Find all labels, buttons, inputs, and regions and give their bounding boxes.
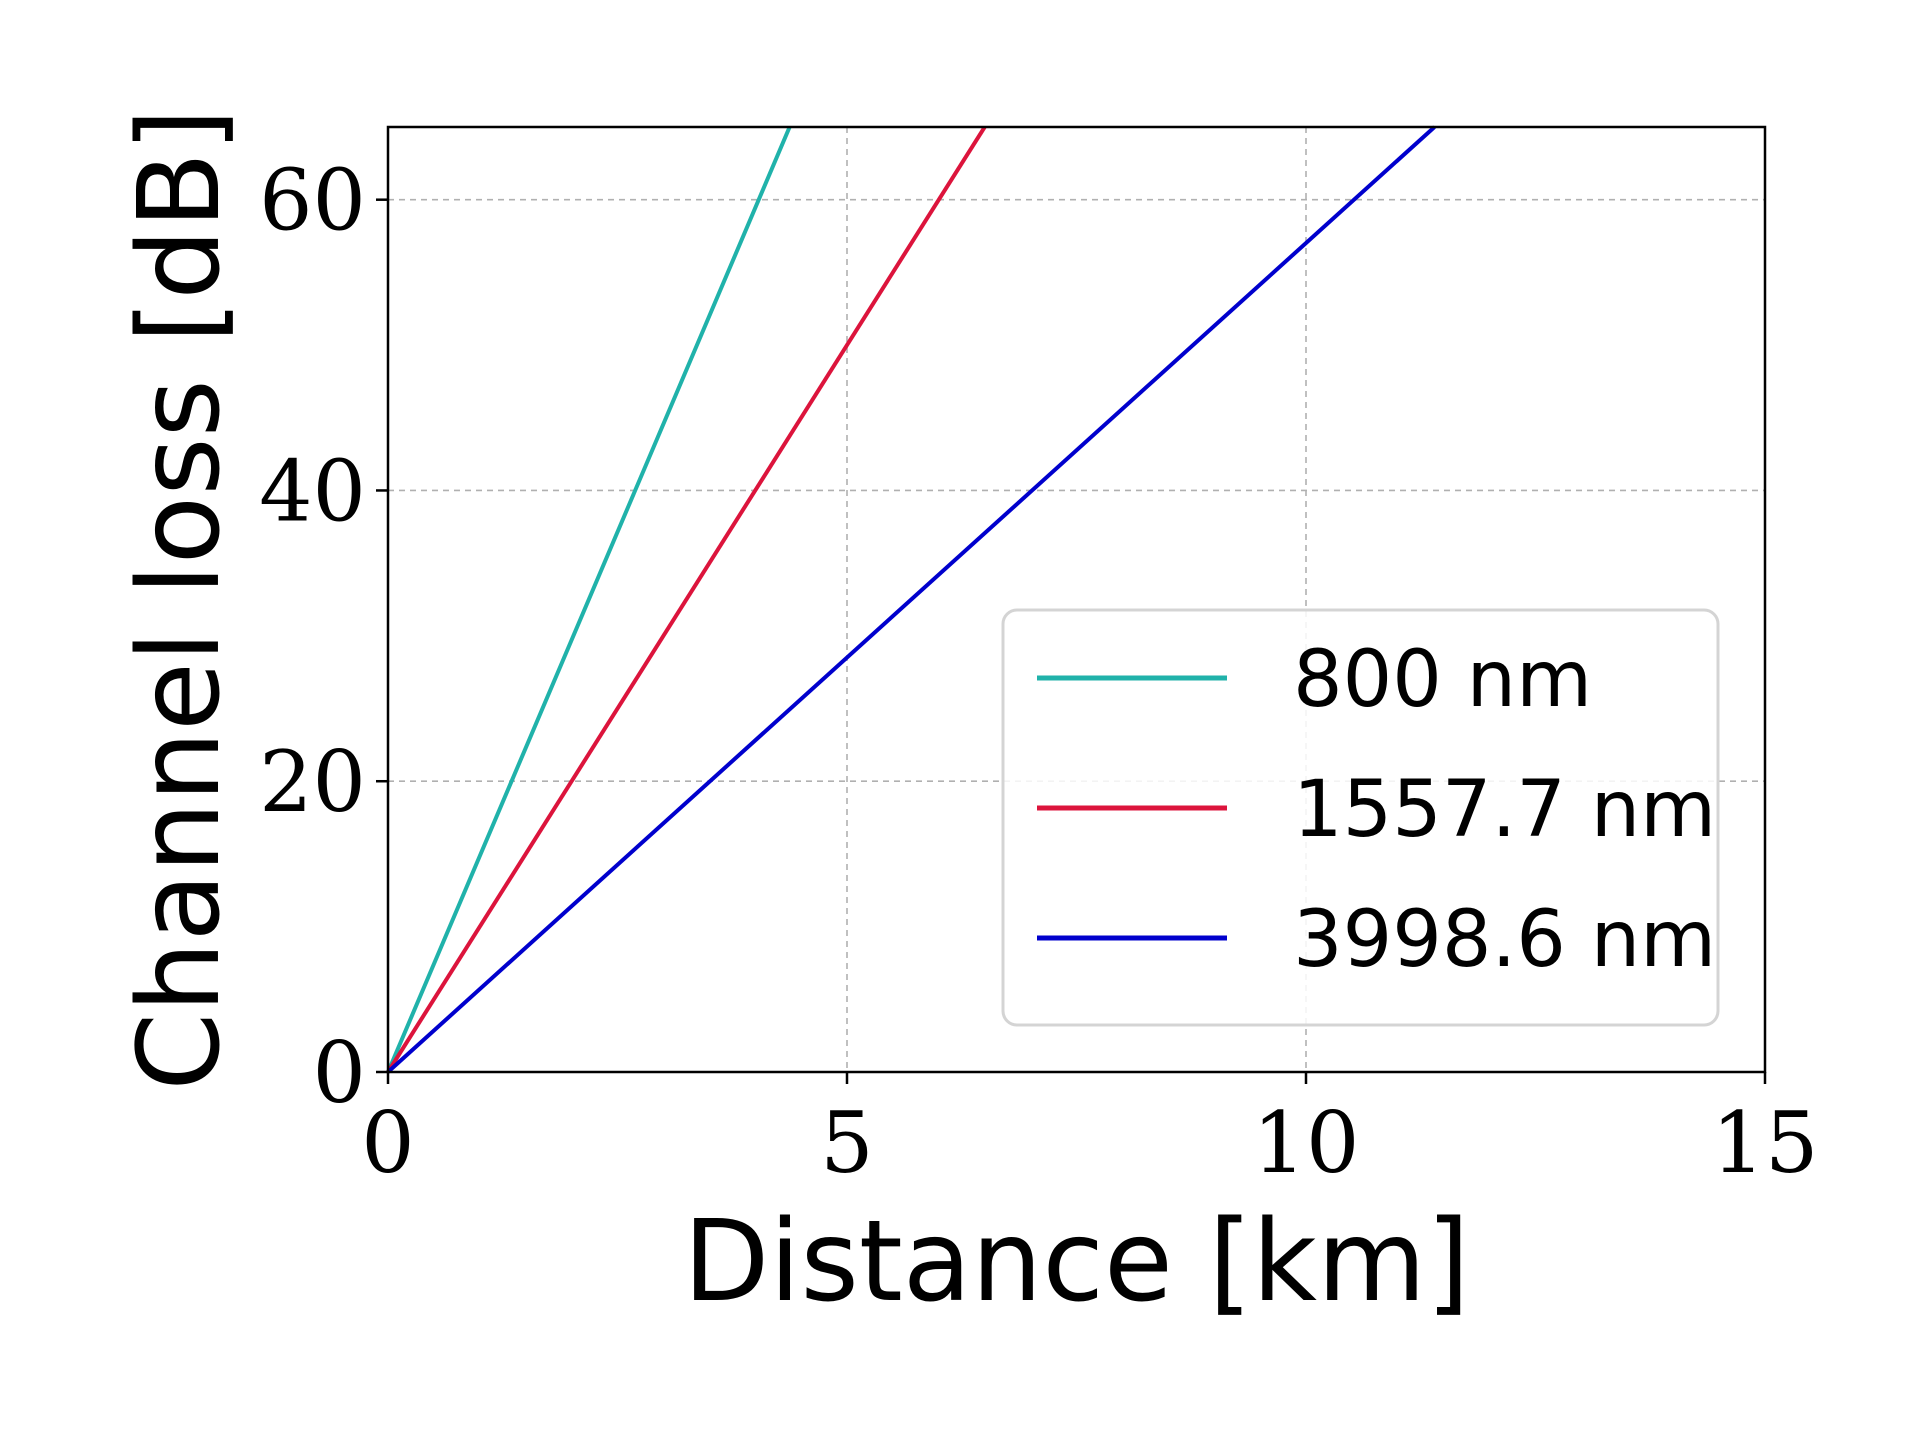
- legend-label: 800 nm: [1293, 635, 1592, 725]
- legend-label: 1557.7 nm: [1293, 765, 1716, 855]
- x-axis-title: Distance [km]: [683, 1197, 1470, 1327]
- y-axis-title: Channel loss [dB]: [115, 108, 245, 1091]
- y-tick-label: 20: [259, 733, 366, 831]
- series-group: [386, 125, 1436, 1074]
- series-line: [386, 125, 1436, 1074]
- series-line: [386, 126, 792, 1073]
- x-tick-label: 0: [361, 1094, 414, 1192]
- legend-box: [1001, 608, 1720, 1027]
- y-tick-label: 60: [259, 152, 366, 250]
- axis-ticks: 0 5 10 15 0 20 40 60: [259, 152, 1818, 1192]
- x-tick-label: 15: [1712, 1094, 1819, 1192]
- series-line: [386, 125, 987, 1074]
- x-tick-label: 10: [1253, 1094, 1360, 1192]
- y-tick-label: 0: [313, 1024, 366, 1122]
- legend: 800 nm 1557.7 nm 3998.6 nm: [1001, 608, 1720, 1027]
- y-tick-label: 40: [259, 442, 366, 540]
- x-tick-label: 5: [820, 1094, 873, 1192]
- legend-label: 3998.6 nm: [1293, 895, 1716, 985]
- plot-frame: [386, 125, 1767, 1074]
